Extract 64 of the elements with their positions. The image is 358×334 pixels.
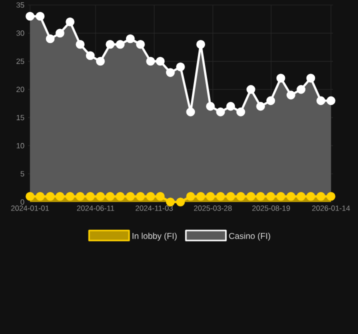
point: [116, 192, 125, 201]
legend-label: Casino (FI): [229, 232, 270, 241]
point: [66, 17, 74, 26]
point: [96, 56, 105, 66]
point: [176, 198, 185, 206]
point: [306, 74, 316, 83]
point: [266, 96, 276, 106]
point: [96, 192, 105, 201]
point: [166, 198, 175, 206]
point: [56, 192, 64, 201]
point: [156, 192, 165, 201]
point: [86, 192, 95, 201]
point: [216, 108, 225, 116]
point: [46, 192, 55, 201]
point: [196, 40, 206, 49]
point: [306, 192, 316, 201]
point: [246, 85, 256, 94]
point: [296, 85, 306, 94]
point: [286, 90, 296, 100]
point: [106, 192, 115, 201]
point: [76, 40, 85, 49]
point: [326, 192, 336, 201]
point: [296, 192, 306, 201]
point: [106, 40, 115, 49]
point: [146, 192, 155, 201]
point: [206, 102, 215, 111]
point: [76, 192, 85, 201]
point: [36, 12, 45, 21]
point: [186, 108, 196, 116]
point: [126, 192, 135, 201]
point: [66, 192, 74, 201]
point: [116, 40, 125, 49]
point: [136, 40, 145, 49]
point: [26, 192, 34, 201]
point: [196, 192, 206, 201]
point: [186, 192, 196, 201]
point: [316, 192, 326, 201]
point: [146, 56, 155, 66]
point: [156, 56, 165, 66]
point: [216, 192, 225, 201]
point: [286, 192, 296, 201]
point: [256, 102, 265, 111]
point: [56, 28, 64, 38]
point: [256, 192, 265, 201]
point: [46, 34, 55, 44]
point: [126, 34, 135, 44]
point: [276, 192, 286, 201]
point: [276, 74, 286, 83]
point: [206, 192, 215, 201]
point: [236, 108, 246, 116]
point: [316, 96, 326, 106]
point: [226, 192, 236, 201]
legend-label: In lobby (FI): [132, 232, 177, 241]
point: [86, 51, 95, 60]
point: [246, 192, 256, 201]
point: [326, 96, 336, 106]
point: [226, 102, 236, 111]
point: [176, 62, 185, 72]
point: [36, 192, 45, 201]
point: [236, 192, 246, 201]
point: [26, 12, 34, 21]
point: [266, 192, 276, 201]
point: [136, 192, 145, 201]
point: [166, 68, 175, 77]
